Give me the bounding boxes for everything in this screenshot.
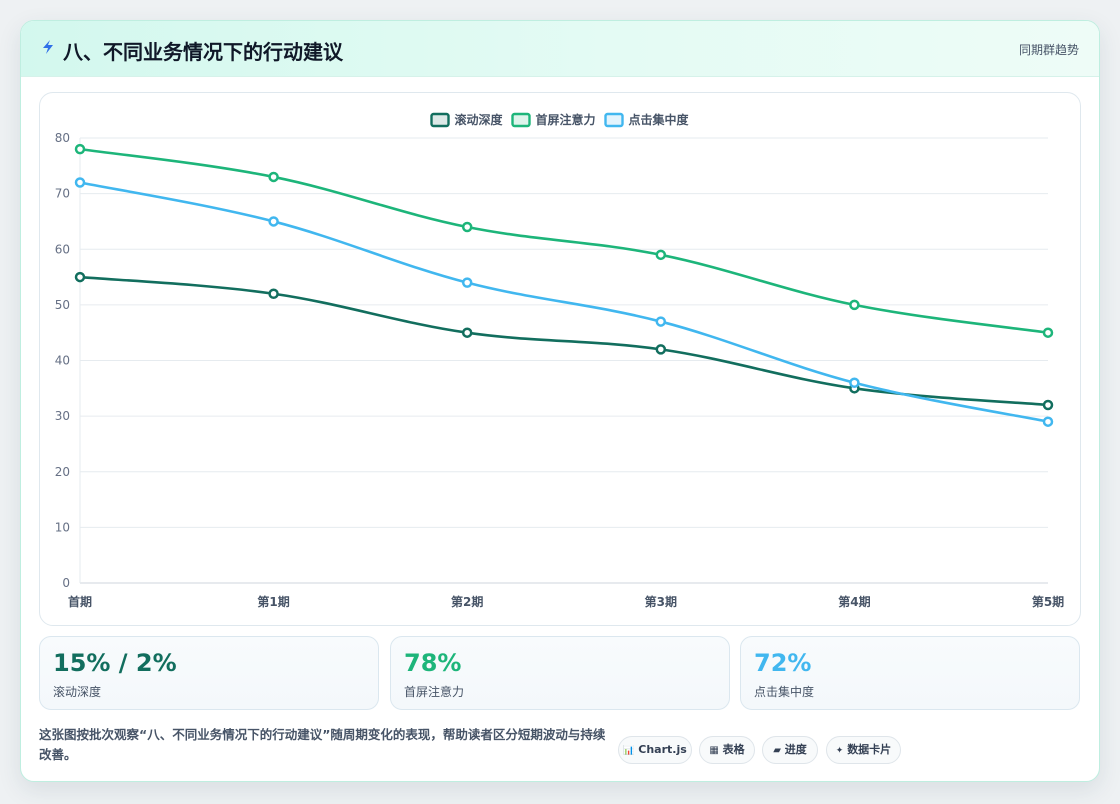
y-tick-label: 50 <box>55 298 70 312</box>
y-tick-label: 60 <box>55 242 70 256</box>
legend-item: 滚动深度 <box>430 112 504 128</box>
data-point <box>655 344 667 355</box>
y-tick-label: 10 <box>55 520 70 534</box>
chart-legend: 滚动深度 首屏注意力 点击集中度 <box>430 112 690 128</box>
kpi-card-first-screen-attention: 78% 首屏注意力 <box>390 636 730 710</box>
data-point <box>74 143 86 155</box>
tag-label: Chart.js <box>638 743 687 756</box>
y-tick-label: 30 <box>55 409 70 423</box>
legend-swatch <box>430 112 450 128</box>
cohort-trend-link[interactable]: 同期群趋势 <box>1018 43 1079 57</box>
data-point <box>1042 416 1054 427</box>
data-point <box>849 299 860 311</box>
x-tick-label: 第1期 <box>257 594 289 609</box>
kpi-card-scroll-depth: 15% / 2% 滚动深度 <box>39 636 379 710</box>
kpi-value: 72% <box>754 649 812 677</box>
legend-swatch <box>511 112 531 128</box>
lightning-icon <box>43 40 53 54</box>
tag-label: 表格 <box>722 743 745 756</box>
data-point <box>461 221 473 233</box>
legend-label: 首屏注意力 <box>536 112 596 127</box>
data-point <box>268 288 279 299</box>
tag-data-cards[interactable]: ✦ 数据卡片 <box>826 736 901 764</box>
progress-icon: ▰ <box>773 745 781 756</box>
chart-icon: 📊 <box>623 746 635 756</box>
sparkle-icon: ✦ <box>835 746 844 756</box>
kpi-label: 点击集中度 <box>754 685 815 699</box>
data-point <box>849 377 860 388</box>
y-tick-label: 40 <box>55 354 70 368</box>
data-point <box>268 216 279 227</box>
legend-item: 首屏注意力 <box>511 112 596 128</box>
table-icon: ▦ <box>709 745 719 756</box>
data-point <box>1042 399 1054 411</box>
chart-canvas: 0 10 20 30 40 50 60 70 80 首期 第1期 第2期 第3期 第4期 第5期 滚动深度 首屏… <box>55 112 1064 609</box>
legend-label: 滚动深度 <box>455 112 504 127</box>
line-chart: 0 10 20 30 40 50 60 70 80 首期 第1期 第2期 第3期 第4期 第5期 滚动深度 首屏… <box>39 92 1081 626</box>
series-2 <box>74 177 1054 427</box>
legend-item: 点击集中度 <box>604 112 690 128</box>
tag-label: 数据卡片 <box>847 743 892 756</box>
kpi-value: 15% / 2% <box>53 649 177 677</box>
card-header: 八、不同业务情况下的行动建议 同期群趋势 <box>21 21 1099 77</box>
data-point <box>655 316 667 327</box>
tag-progress[interactable]: ▰ 进度 <box>762 736 818 764</box>
x-tick-label: 第3期 <box>645 594 677 609</box>
data-point <box>461 277 473 288</box>
tag-chartjs[interactable]: 📊 Chart.js <box>618 736 692 764</box>
data-point <box>74 271 86 283</box>
x-tick-label: 第2期 <box>451 594 483 609</box>
data-point <box>461 327 473 338</box>
data-point <box>1042 327 1054 338</box>
y-tick-label: 0 <box>62 576 70 590</box>
y-tick-label: 70 <box>55 187 70 201</box>
kpi-card-click-concentration: 72% 点击集中度 <box>740 636 1080 710</box>
y-tick-label: 80 <box>55 131 70 145</box>
kpi-value: 78% <box>404 649 462 677</box>
y-tick-label: 20 <box>55 465 70 479</box>
x-tick-label: 第5期 <box>1032 594 1064 609</box>
data-point <box>655 249 667 261</box>
tag-label: 进度 <box>784 743 807 756</box>
data-point <box>74 177 86 188</box>
kpi-row: 15% / 2% 滚动深度 78% 首屏注意力 72% 点击集中度 <box>39 636 1081 710</box>
legend-swatch <box>604 112 624 128</box>
legend-label: 点击集中度 <box>629 112 690 127</box>
x-tick-label: 第4期 <box>838 594 870 609</box>
series-line <box>79 181 1049 423</box>
chart-description: 这张图按批次观察“八、不同业务情况下的行动建议”随周期变化的表现，帮助读者区分短… <box>39 727 606 762</box>
kpi-label: 滚动深度 <box>53 685 102 699</box>
dashboard-card: 八、不同业务情况下的行动建议 同期群趋势 0 10 20 30 40 50 60 70 80 首期… <box>20 20 1100 782</box>
series-0 <box>74 271 1054 411</box>
series-1 <box>74 143 1054 338</box>
series-line <box>79 275 1049 407</box>
tag-table[interactable]: ▦ 表格 <box>699 736 755 764</box>
x-tick-label: 首期 <box>68 594 92 609</box>
page-title: 八、不同业务情况下的行动建议 <box>63 40 343 64</box>
data-point <box>268 171 279 183</box>
kpi-label: 首屏注意力 <box>404 685 465 699</box>
series-line <box>79 147 1049 334</box>
